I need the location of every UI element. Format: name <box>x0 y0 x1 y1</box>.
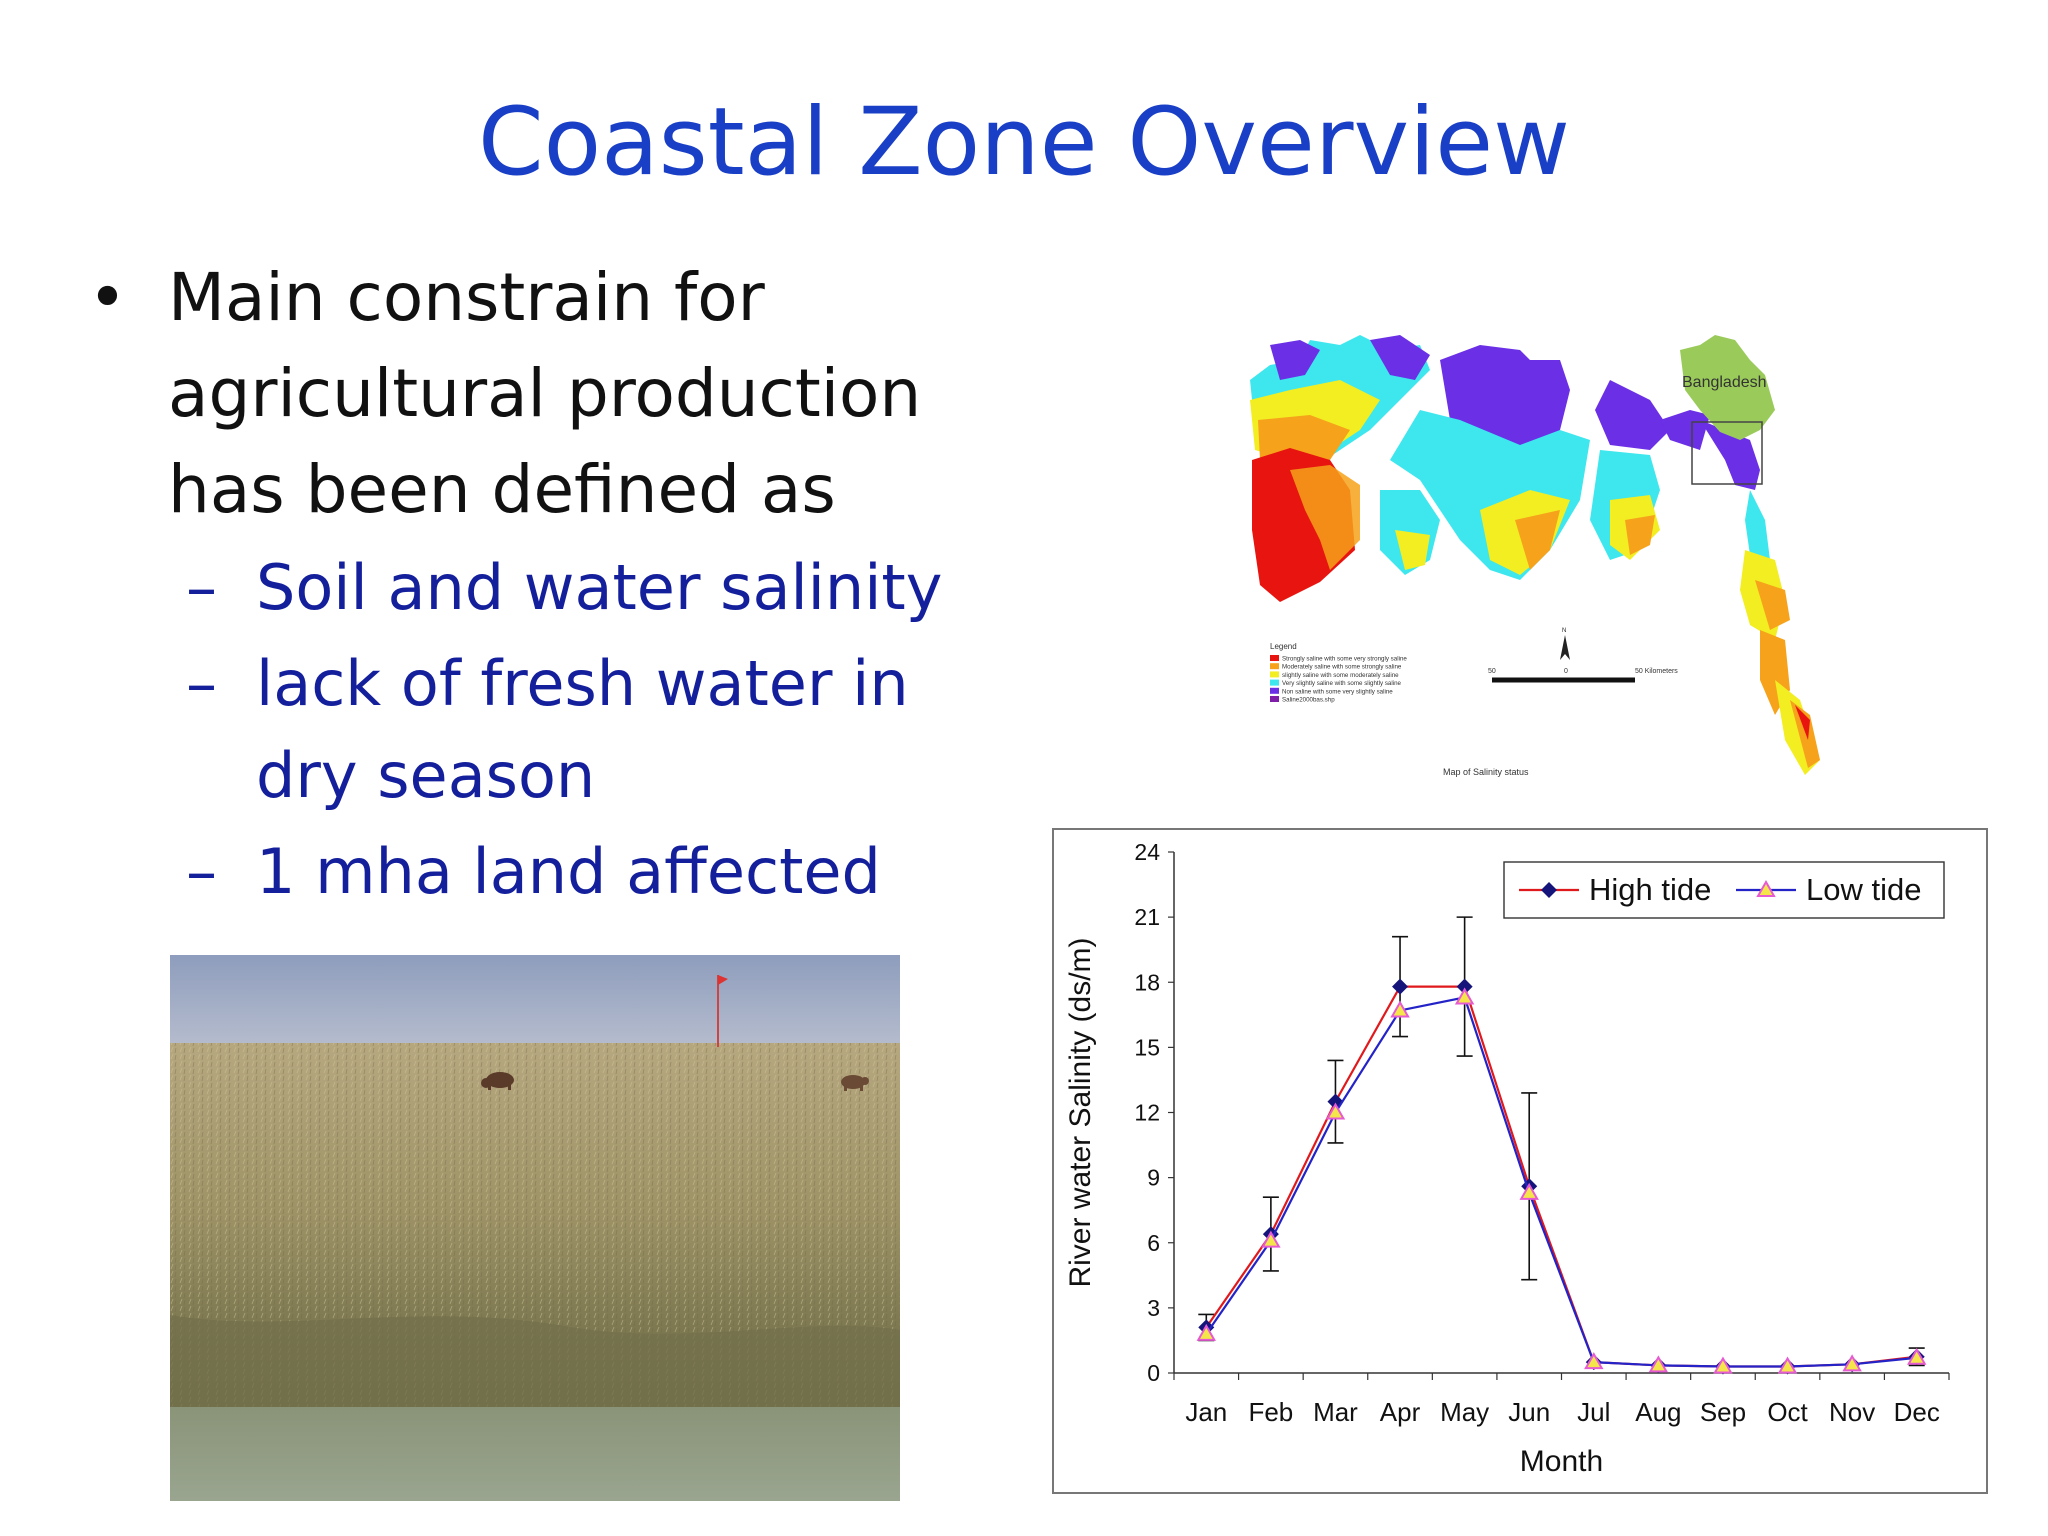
dash-icon: – <box>186 551 217 624</box>
x-tick-label: Feb <box>1248 1397 1293 1427</box>
data-point-marker <box>1327 1093 1344 1110</box>
data-point-marker <box>1392 978 1409 995</box>
y-tick-label: 24 <box>1134 839 1160 865</box>
slide-title: Coastal Zone Overview <box>478 88 1570 197</box>
bullet-dot-icon: • <box>88 259 127 336</box>
data-point-marker <box>1196 1323 1217 1341</box>
series-line <box>1205 996 1917 1368</box>
legend-swatch <box>1270 655 1279 661</box>
data-point-marker <box>1454 987 1475 1005</box>
inset-frame <box>1691 421 1763 485</box>
x-tick-label: Aug <box>1635 1397 1681 1427</box>
legend-label: Saline2000bas.shp <box>1282 697 1335 704</box>
legend-swatch <box>1270 696 1279 702</box>
dash-icon: – <box>186 647 217 720</box>
salinity-chart: 0 3 6 9 12 15 18 21 24 Jan Feb Mar Apr May Jun Jul Aug Se… <box>1052 828 1988 1494</box>
legend-swatch <box>1270 687 1279 694</box>
main-bullet-line: agricultural production <box>168 355 922 432</box>
cow-icon <box>481 1072 514 1090</box>
sub-bullet-land-affected: – 1 mha land affected <box>80 826 980 918</box>
salinity-map: Bangladesh Legend Strongly saline with s… <box>1250 335 1820 777</box>
sub-bullet-line: lack of fresh water in <box>256 647 909 720</box>
y-tick-label: 6 <box>1147 1230 1160 1256</box>
data-point-marker <box>1261 1230 1281 1248</box>
legend-swatch <box>1270 671 1279 678</box>
cow-icon <box>841 1075 869 1091</box>
sub-bullet-line: dry season <box>256 739 596 812</box>
legend-label: slightly saline with some moderately sal… <box>1282 672 1399 679</box>
legend-swatch <box>1270 663 1279 670</box>
legend-label: Very slightly saline with some slightly … <box>1282 680 1402 687</box>
svg-text:N: N <box>1562 628 1566 634</box>
main-bullet: • Main constrain for agricultural produc… <box>80 250 980 538</box>
legend-swatch <box>1270 679 1279 686</box>
x-tick-label: Jul <box>1577 1397 1610 1427</box>
data-point-marker <box>1777 1356 1798 1374</box>
data-point-marker <box>1519 1182 1539 1200</box>
x-tick-label: Apr <box>1380 1397 1421 1427</box>
legend-label: Strongly saline with some very strongly … <box>1282 656 1407 663</box>
legend-marker <box>1756 879 1776 897</box>
main-bullet-line: Main constrain for <box>168 259 765 336</box>
x-tick-label: Sep <box>1700 1397 1746 1427</box>
data-point-marker <box>1906 1347 1927 1365</box>
main-bullet-line: has been defined as <box>168 451 836 528</box>
y-tick-label: 9 <box>1147 1165 1160 1191</box>
sub-bullet-salinity: – Soil and water salinity <box>80 542 980 634</box>
map-caption: Map of Salinity status <box>1443 767 1529 777</box>
y-tick-label: 15 <box>1134 1034 1160 1060</box>
x-tick-label: Jun <box>1508 1397 1550 1427</box>
data-point-marker <box>1584 1352 1604 1370</box>
map-regions <box>1250 335 1820 775</box>
map-legend: Legend Strongly saline with some very st… <box>1270 642 1407 704</box>
x-tick-label: Jan <box>1185 1397 1227 1427</box>
x-axis-label: Month <box>1520 1445 1603 1478</box>
dash-icon: – <box>186 835 217 908</box>
legend-title: Legend <box>1270 642 1297 651</box>
legend-label: Low tide <box>1806 872 1921 907</box>
data-point-marker <box>1842 1354 1862 1372</box>
scale-label: 0 <box>1564 668 1568 675</box>
scale-label: 50 Kilometers <box>1635 668 1678 675</box>
chart-svg: 0 3 6 9 12 15 18 21 24 Jan Feb Mar Apr May Jun Jul Aug Se… <box>1064 839 1950 1478</box>
sub-bullet-line: Soil and water salinity <box>256 551 943 624</box>
y-tick-label: 21 <box>1134 904 1160 930</box>
y-tick-label: 0 <box>1147 1360 1160 1386</box>
data-point-marker <box>1390 1000 1410 1018</box>
scale-label: 50 <box>1488 668 1496 675</box>
y-tick-label: 12 <box>1134 1100 1160 1126</box>
data-point-marker <box>1456 978 1473 995</box>
legend-marker <box>1541 882 1557 898</box>
y-tick-label: 3 <box>1147 1295 1160 1321</box>
series-line <box>1205 985 1917 1368</box>
x-tick-label: Dec <box>1894 1397 1940 1427</box>
data-point-marker <box>1648 1355 1669 1373</box>
north-arrow-icon: N <box>1560 628 1570 660</box>
field-photo <box>170 955 900 1501</box>
legend-label: Moderately saline with some strongly sal… <box>1282 664 1402 671</box>
sub-bullet-fresh-water: – lack of fresh water in dry season <box>80 638 980 822</box>
x-tick-label: May <box>1440 1397 1489 1427</box>
y-axis-label: River water Salinity (ds/m) <box>1064 937 1097 1287</box>
y-tick-label: 18 <box>1134 969 1160 995</box>
x-tick-label: Mar <box>1313 1397 1358 1427</box>
sub-bullet-line: 1 mha land affected <box>256 835 881 908</box>
x-tick-label: Oct <box>1767 1397 1808 1427</box>
bullet-list: • Main constrain for agricultural produc… <box>80 250 980 918</box>
bangladesh-inset: Bangladesh <box>1680 335 1775 485</box>
inset-label: Bangladesh <box>1682 374 1767 391</box>
data-point-marker <box>1325 1102 1346 1120</box>
chart-legend: High tide Low tide <box>1503 861 1945 919</box>
x-tick-label: Nov <box>1829 1397 1875 1427</box>
legend-label: High tide <box>1589 872 1711 907</box>
flag-pole-icon <box>717 975 728 1047</box>
map-scale-bar: 50 0 50 Kilometers <box>1488 668 1678 683</box>
data-point-marker <box>1713 1356 1733 1374</box>
legend-label: Non saline with some very slightly salin… <box>1282 688 1393 695</box>
